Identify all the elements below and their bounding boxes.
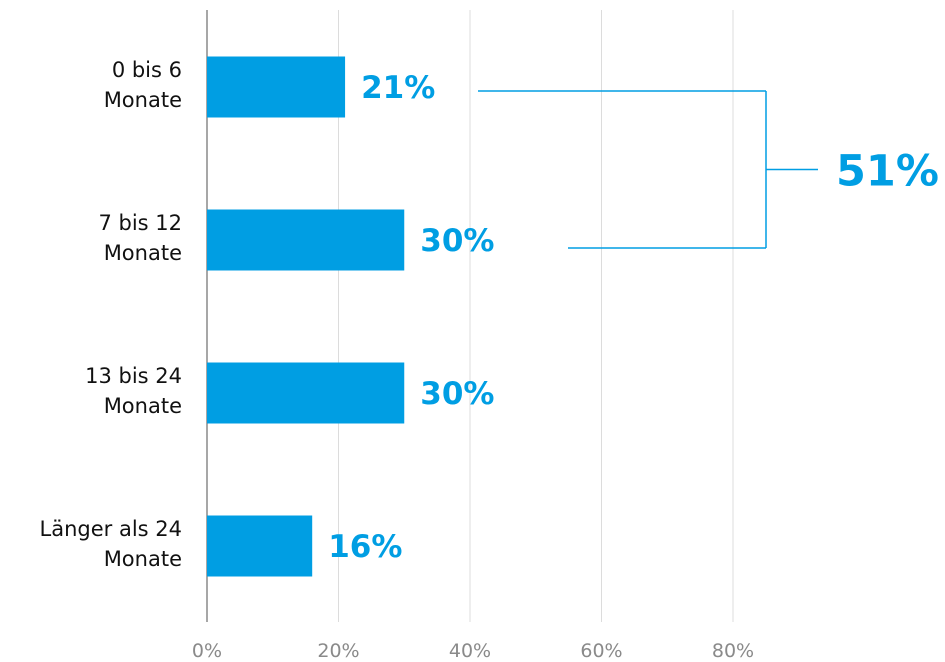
bracket-total-label: 51%: [836, 147, 939, 197]
group-bracket: 51%: [478, 90, 939, 249]
x-tick-label: 80%: [712, 640, 754, 662]
x-axis-ticks: 0% 20% 40% 60% 80%: [192, 640, 754, 662]
x-tick-label: 20%: [317, 640, 359, 662]
bar: [207, 515, 313, 577]
bars: [207, 56, 405, 577]
bar: [207, 209, 405, 271]
value-label: 21%: [361, 70, 435, 106]
x-tick-label: 60%: [580, 640, 622, 662]
value-label: 16%: [328, 529, 402, 565]
bar: [207, 56, 346, 118]
value-labels: 21% 30% 30% 16%: [328, 70, 494, 565]
category-label: 0 bis 6 Monate: [104, 58, 182, 112]
category-label: 13 bis 24 Monate: [85, 364, 182, 418]
bar: [207, 362, 405, 424]
x-tick-label: 0%: [192, 640, 222, 662]
category-labels: 0 bis 6 Monate 7 bis 12 Monate 13 bis 24 Mona…: [40, 58, 182, 571]
value-label: 30%: [420, 376, 494, 412]
category-label: Länger als 24 Monate: [40, 517, 182, 571]
x-tick-label: 40%: [449, 640, 491, 662]
category-label: 7 bis 12 Monate: [98, 211, 182, 265]
value-label: 30%: [420, 223, 494, 259]
